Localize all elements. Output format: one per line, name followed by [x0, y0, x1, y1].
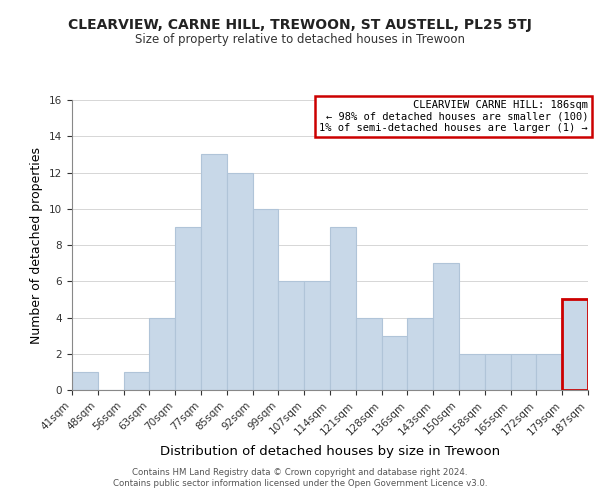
Bar — [433, 263, 459, 390]
Bar — [149, 318, 175, 390]
Bar — [485, 354, 511, 390]
Text: CLEARVIEW CARNE HILL: 186sqm
← 98% of detached houses are smaller (100)
1% of se: CLEARVIEW CARNE HILL: 186sqm ← 98% of de… — [319, 100, 588, 133]
Text: CLEARVIEW, CARNE HILL, TREWOON, ST AUSTELL, PL25 5TJ: CLEARVIEW, CARNE HILL, TREWOON, ST AUSTE… — [68, 18, 532, 32]
Bar — [278, 281, 304, 390]
Bar — [562, 300, 588, 390]
Bar — [330, 227, 356, 390]
Bar — [304, 281, 330, 390]
Bar — [227, 172, 253, 390]
Bar — [253, 209, 278, 390]
Bar — [356, 318, 382, 390]
Bar — [511, 354, 536, 390]
Text: Contains HM Land Registry data © Crown copyright and database right 2024.
Contai: Contains HM Land Registry data © Crown c… — [113, 468, 487, 487]
Bar — [201, 154, 227, 390]
Bar — [72, 372, 98, 390]
X-axis label: Distribution of detached houses by size in Trewoon: Distribution of detached houses by size … — [160, 445, 500, 458]
Y-axis label: Number of detached properties: Number of detached properties — [31, 146, 43, 344]
Text: Size of property relative to detached houses in Trewoon: Size of property relative to detached ho… — [135, 32, 465, 46]
Bar — [175, 227, 201, 390]
Bar — [536, 354, 562, 390]
Bar — [407, 318, 433, 390]
Bar — [459, 354, 485, 390]
Bar — [124, 372, 149, 390]
Bar — [382, 336, 407, 390]
